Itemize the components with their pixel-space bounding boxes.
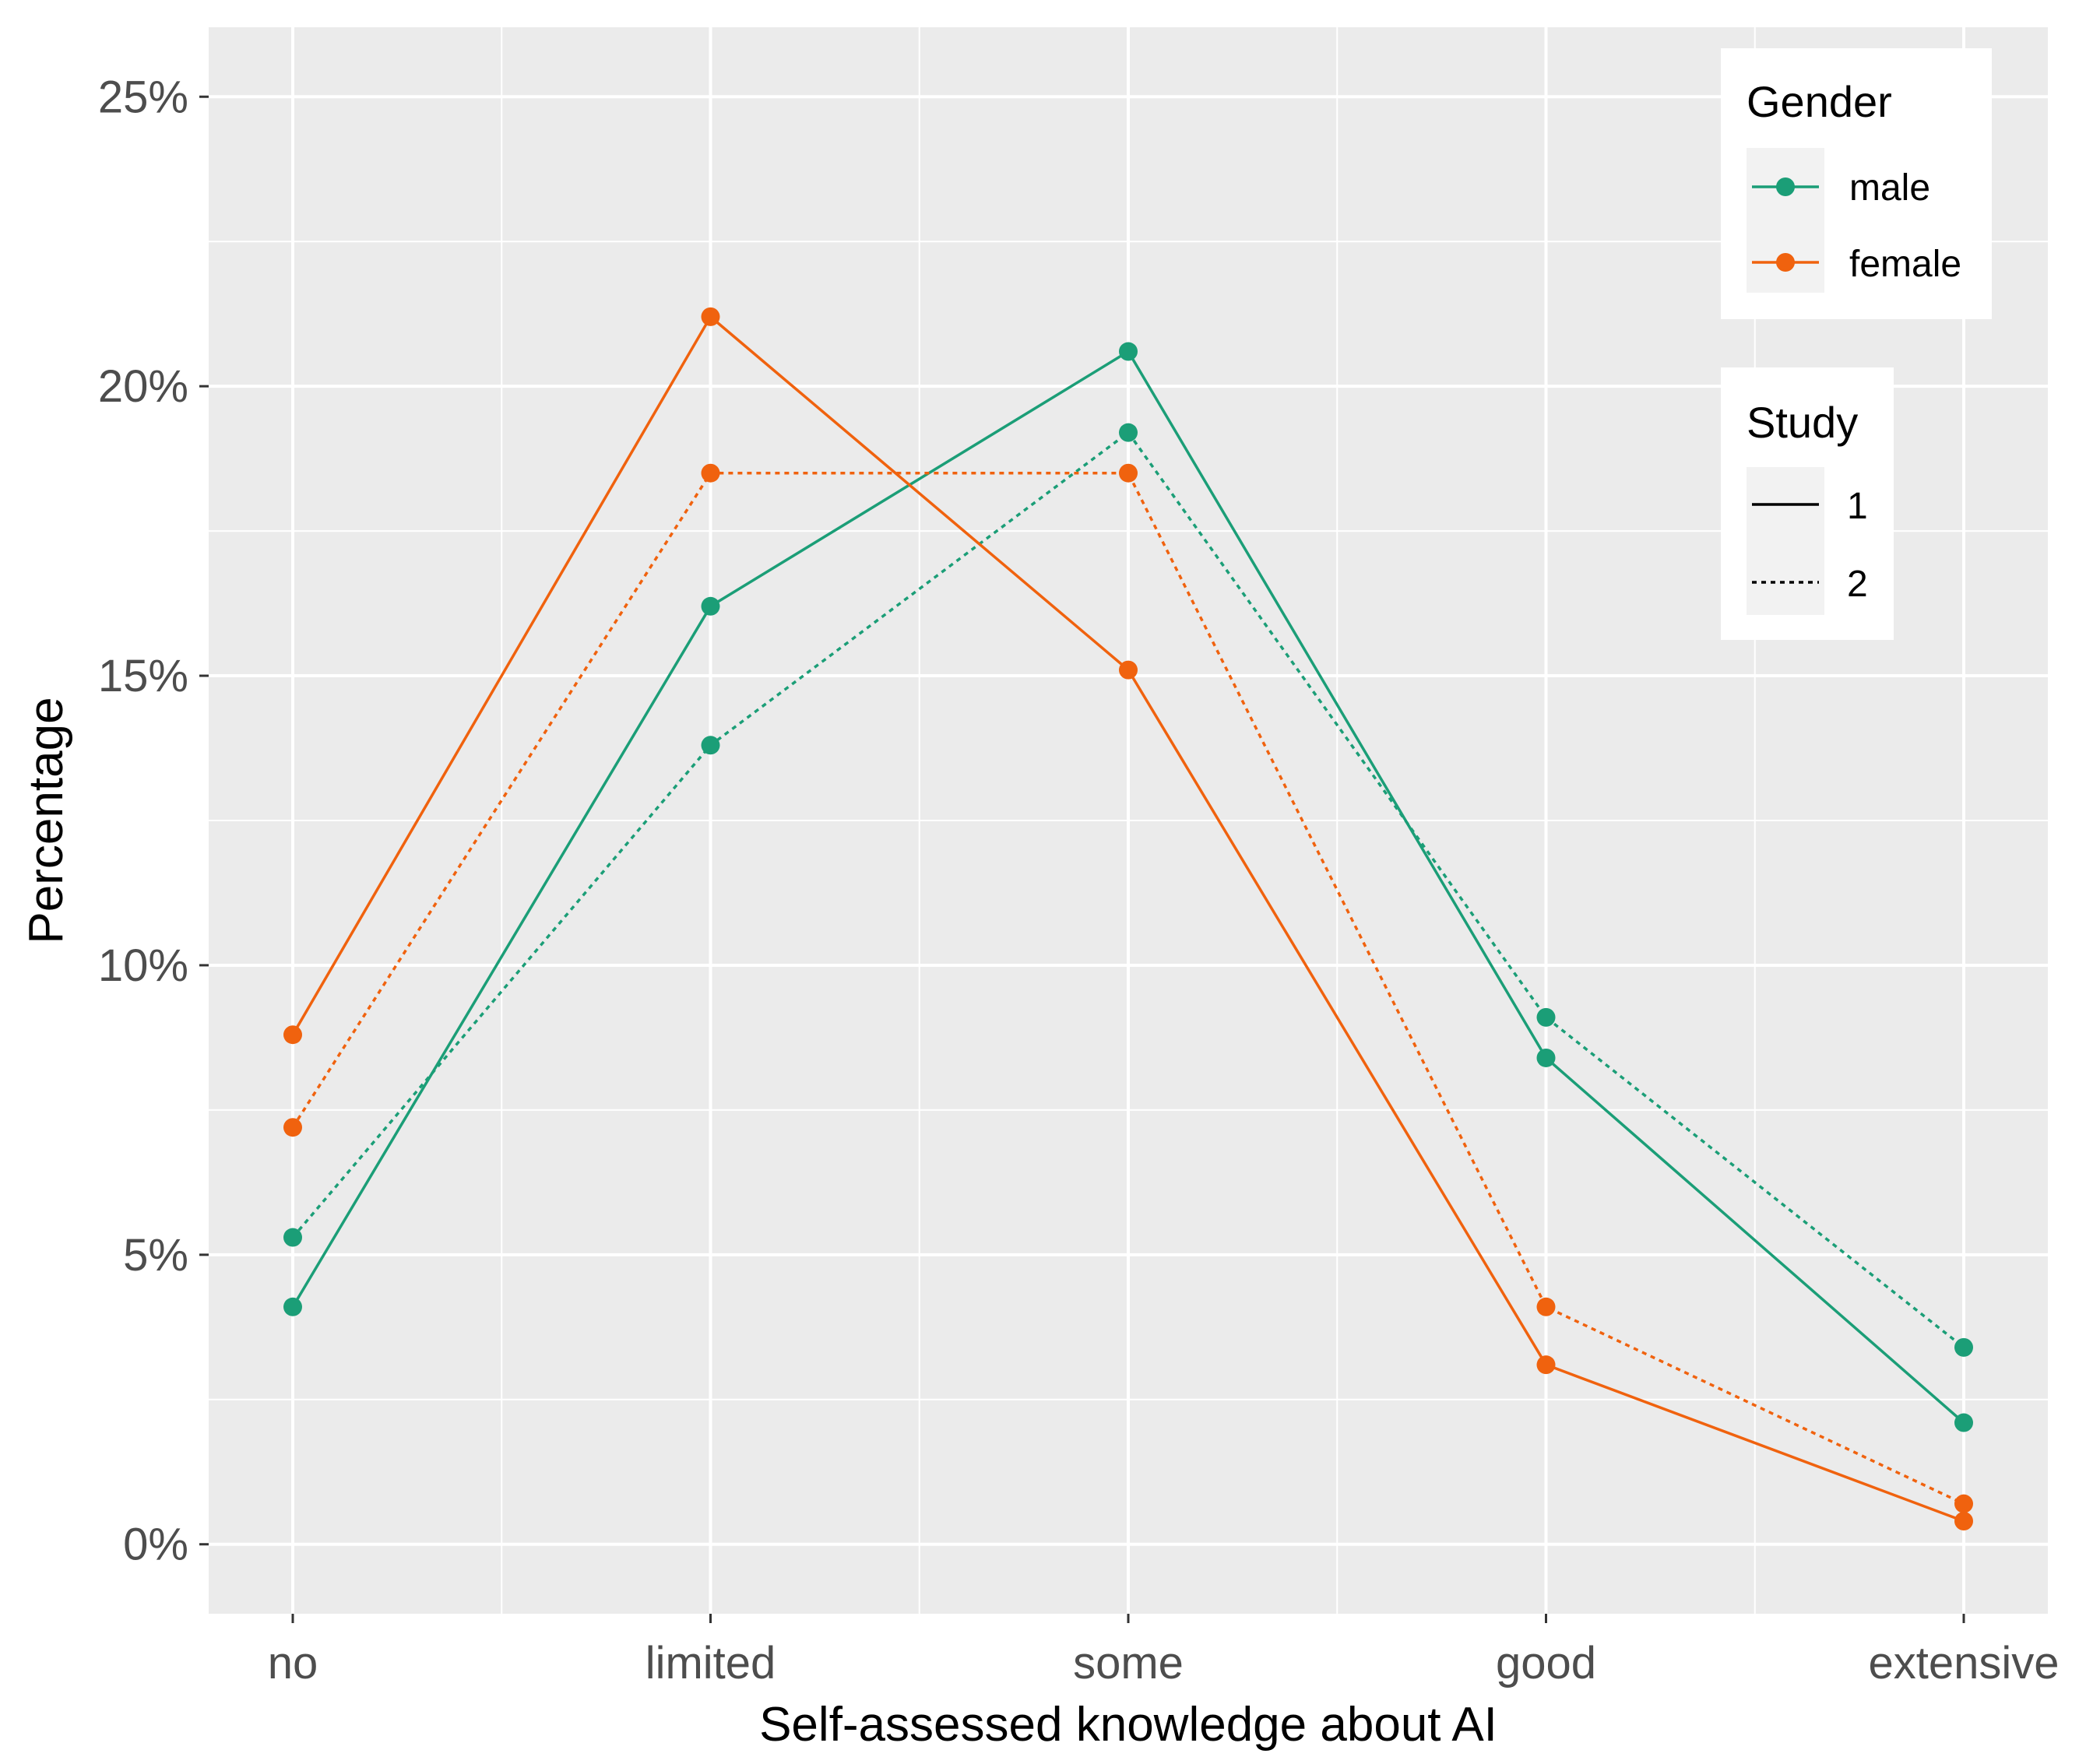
legend-key-bg (1747, 467, 1824, 615)
legend-female-label: female (1849, 244, 1961, 285)
legend-male-label: male (1849, 167, 1930, 209)
legend-gender: Gender male female (1721, 48, 1992, 319)
data-point-female-study1 (1954, 1511, 1973, 1530)
data-point-male-study1 (1119, 342, 1138, 361)
data-point-female-study2 (1536, 1297, 1556, 1316)
y-axis-title: Percentage (19, 697, 73, 943)
data-point-female-study2 (701, 463, 720, 483)
y-axis-ticks: 0% 5% 10% 15% 20% 25% (98, 72, 209, 1570)
data-point-male-study2 (701, 736, 720, 755)
y-tick-label: 25% (98, 72, 188, 122)
data-point-female-study2 (1954, 1494, 1973, 1513)
x-tick-label: limited (646, 1638, 776, 1688)
legend-male-key-point (1776, 177, 1795, 196)
data-point-female-study1 (1536, 1355, 1556, 1375)
data-point-female-study2 (1119, 463, 1138, 483)
data-points (283, 307, 1973, 1530)
data-point-male-study1 (1536, 1048, 1556, 1067)
legend-study-title: Study (1747, 398, 1858, 447)
legend-study2-label: 2 (1847, 564, 1868, 605)
legend-study1-label: 1 (1847, 486, 1868, 527)
legend-study: Study 1 2 (1721, 367, 1894, 640)
series-line-female-study2 (291, 471, 1965, 1506)
x-tick-label: some (1073, 1638, 1184, 1688)
series-line-male-study2 (291, 430, 1965, 1349)
x-tick-label: extensive (1868, 1638, 2059, 1688)
y-tick-label: 15% (98, 651, 188, 701)
data-point-male-study2 (1119, 423, 1138, 442)
y-tick-label: 10% (98, 940, 188, 991)
x-tick-label: no (268, 1638, 318, 1688)
data-point-female-study1 (283, 1025, 302, 1045)
data-point-male-study1 (701, 596, 720, 616)
data-point-male-study1 (1954, 1413, 1973, 1432)
data-point-male-study2 (1954, 1337, 1973, 1357)
data-point-male-study1 (283, 1297, 302, 1316)
legend-gender-title: Gender (1747, 77, 1892, 126)
x-axis-title: Self-assessed knowledge about AI (759, 1698, 1497, 1752)
data-point-female-study1 (1119, 660, 1138, 680)
x-axis-ticks: no limited some good extensive (268, 1614, 2060, 1688)
y-tick-label: 0% (123, 1520, 188, 1570)
y-tick-label: 20% (98, 361, 188, 412)
x-tick-label: good (1496, 1638, 1596, 1688)
data-point-female-study1 (701, 307, 720, 326)
y-tick-label: 5% (123, 1230, 188, 1281)
legend-female-key-point (1776, 253, 1795, 272)
data-point-female-study2 (283, 1118, 302, 1137)
data-point-male-study2 (283, 1228, 302, 1247)
data-point-male-study2 (1536, 1007, 1556, 1027)
